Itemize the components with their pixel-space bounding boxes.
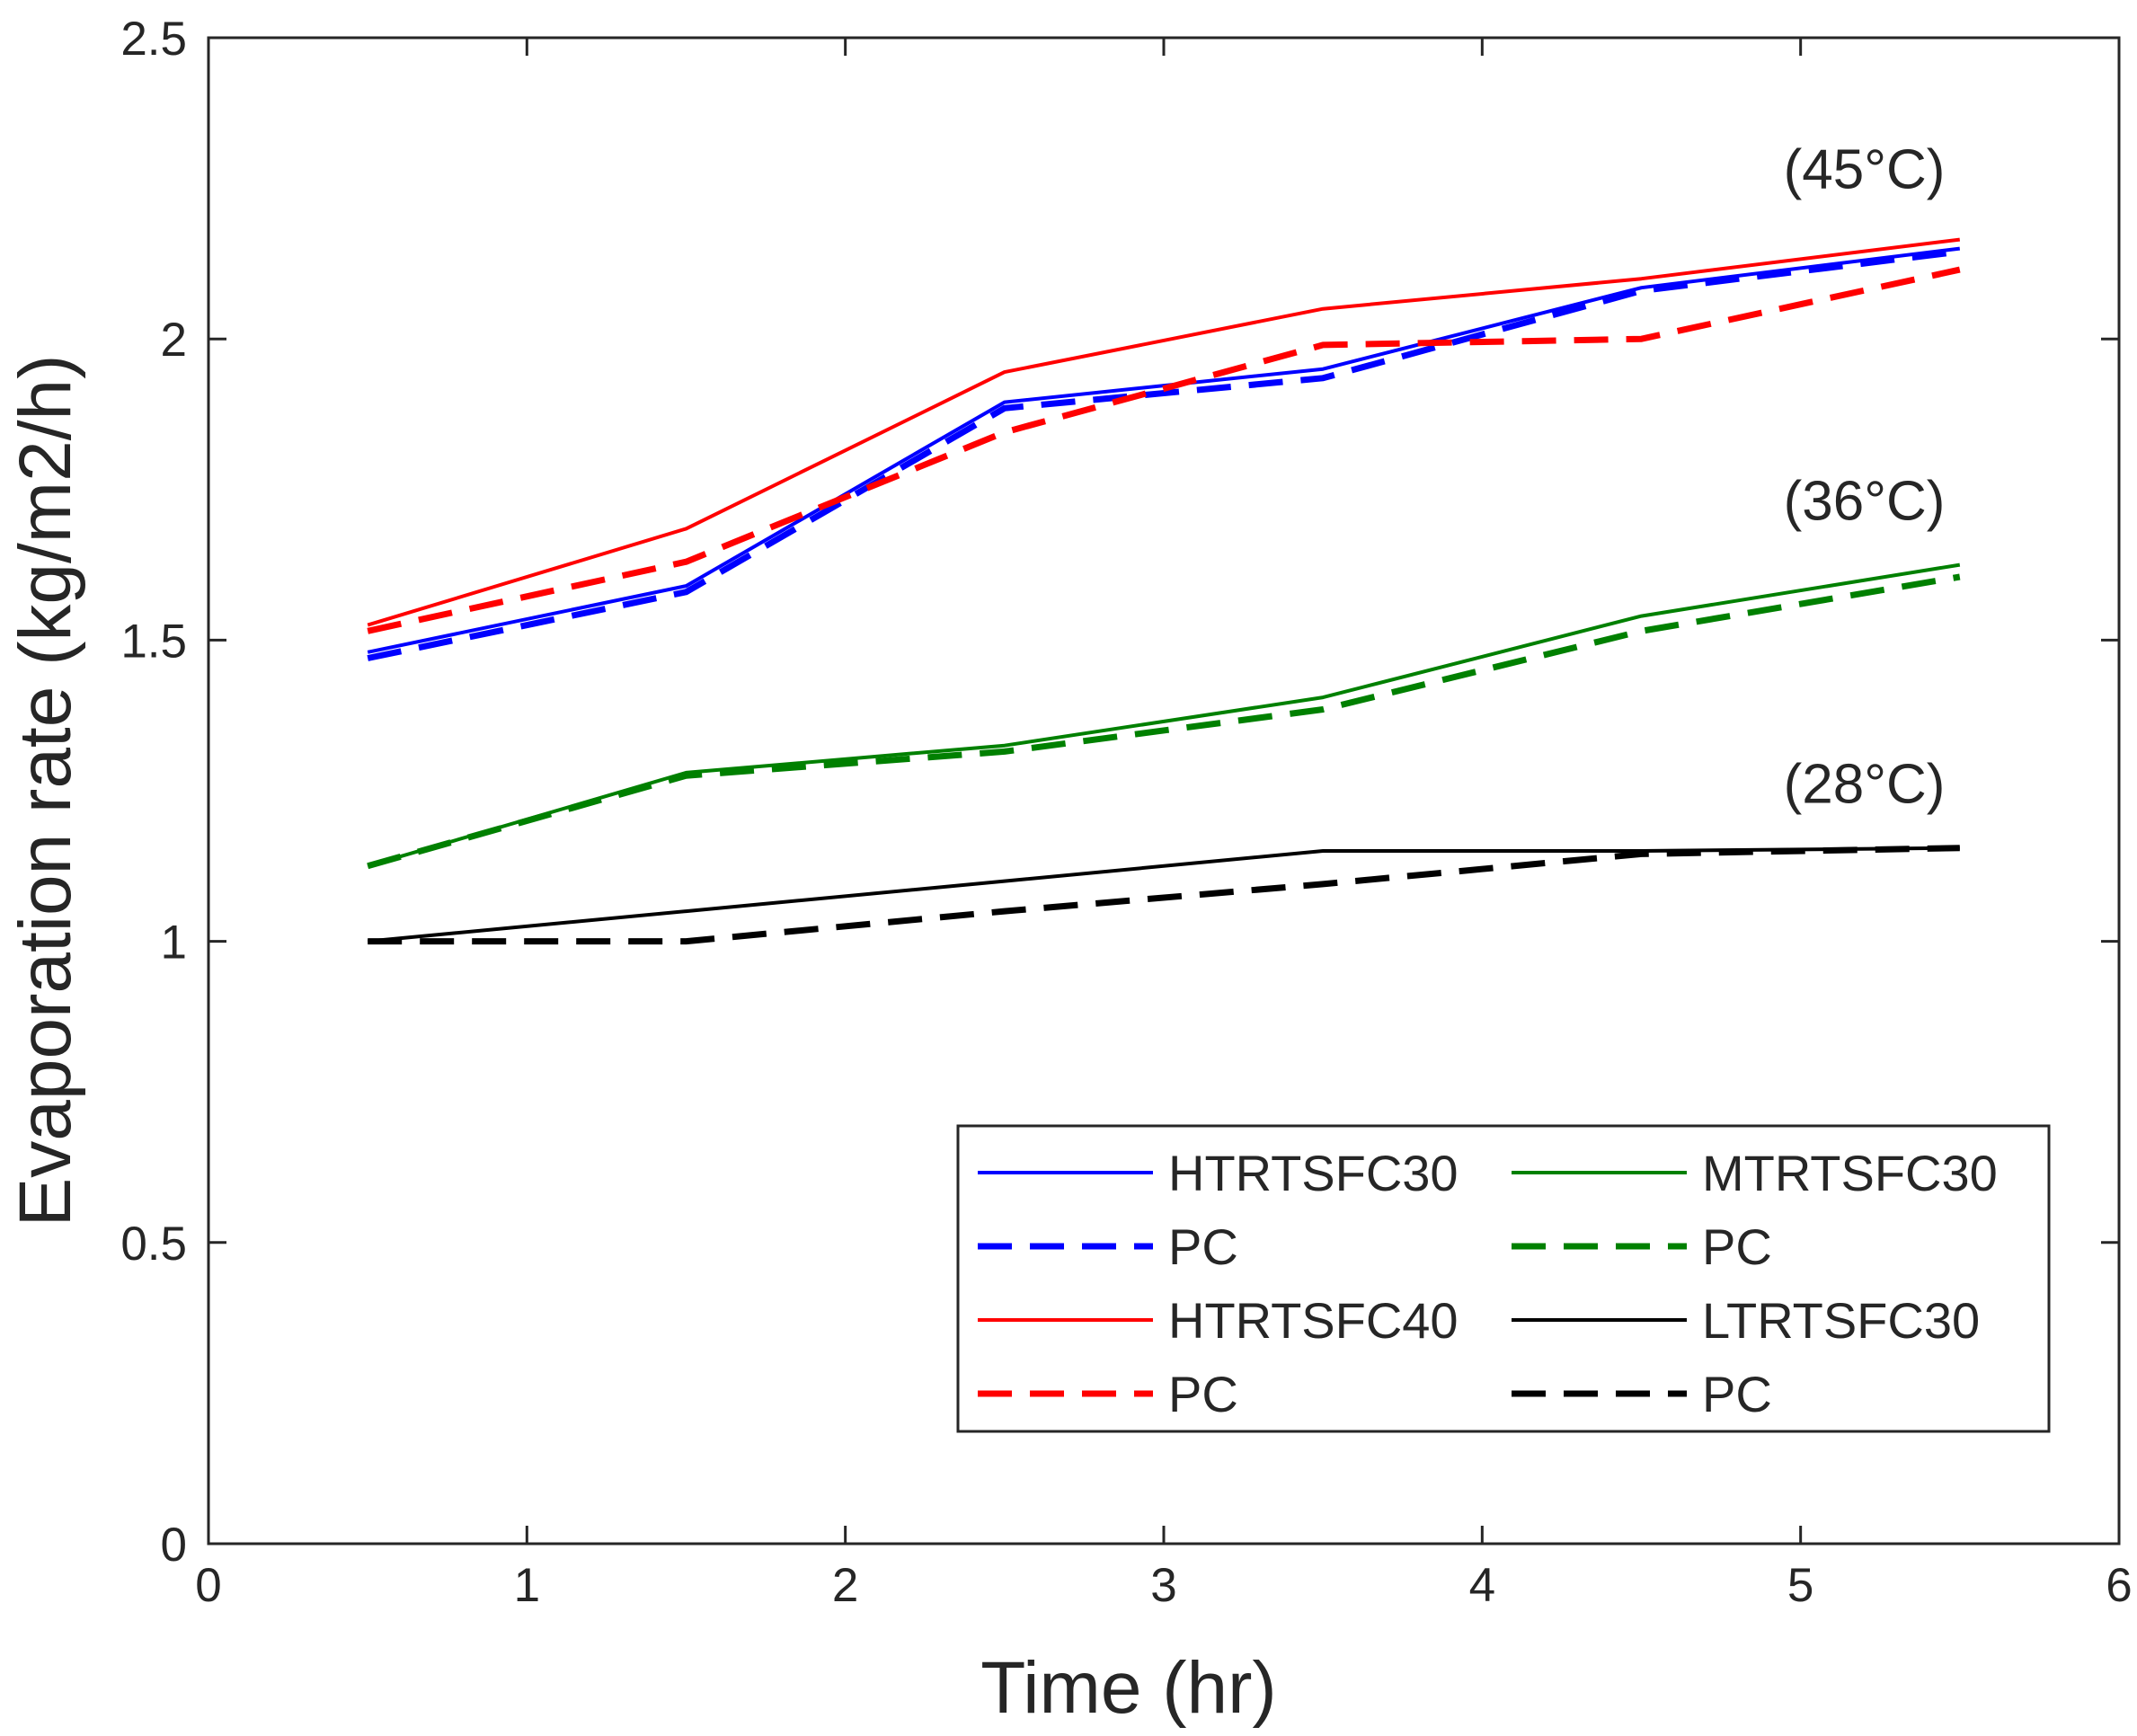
legend: HTRTSFC30 PC HTRTSFC40 PC MTRTSFC30 PC LTRTSFC…: [956, 1124, 2051, 1433]
y-axis-label: Evaporation rate (kg/m2/h): [4, 355, 86, 1227]
legend-label: HTRTSFC40: [1168, 1292, 1459, 1349]
x-tick-label: 6: [2106, 1559, 2132, 1612]
series-line-pc-000000: [368, 845, 1960, 945]
x-tick-label: 1: [514, 1559, 540, 1612]
legend-label: PC: [1168, 1218, 1238, 1275]
x-tick-label: 2: [832, 1559, 858, 1612]
x-tick-label: 3: [1150, 1559, 1176, 1612]
temperature-annotation: (45°C): [1784, 139, 1946, 201]
y-tick-label: 0: [161, 1519, 187, 1572]
x-tick-label: 0: [195, 1559, 221, 1612]
y-tick-label: 1: [161, 917, 187, 970]
temperature-annotation: (36°C): [1784, 470, 1946, 532]
x-axis-label: Time (hr): [980, 1647, 1276, 1729]
ticks: 0 1 2 3 4 5 6 0 0.5 1 1.5 2 2.5: [120, 13, 2132, 1612]
legend-label: LTRTSFC30: [1702, 1292, 1980, 1349]
legend-label: MTRTSFC30: [1702, 1145, 1998, 1201]
legend-label: HTRTSFC30: [1168, 1145, 1459, 1201]
annotations: (45°C) (36°C) (28°C): [1784, 139, 1946, 816]
axes-frame: [207, 36, 2121, 1546]
legend-label: PC: [1702, 1218, 1772, 1275]
series-line-pc-008000: [367, 573, 1961, 870]
y-tick-label: 1.5: [120, 615, 187, 668]
legend-label: PC: [1168, 1366, 1238, 1422]
y-tick-label: 2.5: [120, 13, 187, 66]
series-lines: [367, 237, 1961, 945]
legend-label: PC: [1702, 1366, 1772, 1422]
series-line-htrtsfc40: [367, 237, 1961, 627]
legend-box: [956, 1124, 2051, 1433]
series-line-pc-ff0000: [367, 266, 1961, 634]
series-line-pc-0000ff: [367, 248, 1961, 661]
temperature-annotation: (28°C): [1784, 753, 1946, 815]
x-tick-label: 4: [1469, 1559, 1495, 1612]
y-tick-label: 0.5: [120, 1218, 187, 1271]
y-tick-label: 2: [161, 314, 187, 367]
x-tick-label: 5: [1787, 1559, 1813, 1612]
